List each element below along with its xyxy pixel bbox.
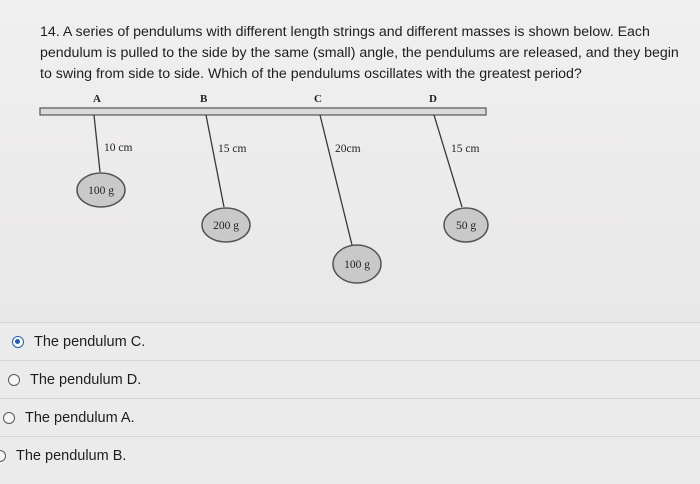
question-text: 14. A series of pendulums with different…: [40, 22, 690, 85]
pendulum-b-length-label: 15 cm: [218, 143, 246, 155]
question-number: 14.: [40, 24, 60, 40]
option-pendulum-c[interactable]: The pendulum C.: [0, 322, 700, 360]
support-bar: [39, 107, 487, 116]
radio-empty-icon[interactable]: [0, 449, 6, 462]
pendulum-b-mass-label: 200 g: [213, 220, 239, 232]
pendulum-c-string: [319, 114, 353, 246]
option-pendulum-d[interactable]: The pendulum D.: [0, 360, 700, 398]
pendulum-a-bob: [76, 172, 126, 208]
pendulum-b: B 15 cm 200 g: [200, 93, 251, 243]
answer-options: The pendulum C. The pendulum D. The pend…: [0, 322, 700, 484]
pendulum-b-letter: B: [200, 93, 208, 105]
pendulum-c-letter: C: [314, 93, 322, 105]
pendulum-a: A 10 cm 100 g: [76, 93, 132, 208]
pendulum-c-mass-label: 100 g: [344, 259, 370, 271]
pendulum-d-bob: [443, 207, 489, 243]
pendulum-c-length-label: 20cm: [335, 143, 361, 155]
radio-empty-icon[interactable]: [8, 373, 20, 386]
pendulum-d: D 15 cm 50 g: [429, 93, 489, 243]
pendulum-d-mass-label: 50 g: [456, 220, 476, 232]
question-panel: 14. A series of pendulums with different…: [0, 0, 700, 322]
pendulum-a-mass-label: 100 g: [88, 185, 114, 197]
pendulum-d-string: [433, 114, 463, 208]
pendulum-c-bob: [332, 244, 382, 284]
question-body: A series of pendulums with different len…: [40, 24, 679, 82]
pendulum-diagram: A 10 cm 100 g B 15 cm 200 g C 20cm 100 g…: [39, 93, 489, 284]
option-label: The pendulum D.: [30, 371, 142, 388]
radio-selected-icon[interactable]: [12, 335, 24, 348]
option-label: The pendulum A.: [25, 409, 135, 426]
option-pendulum-b[interactable]: The pendulum B.: [0, 436, 700, 474]
option-label: The pendulum C.: [34, 333, 146, 350]
radio-empty-icon[interactable]: [3, 411, 15, 424]
pendulum-b-string: [205, 114, 225, 208]
pendulum-a-string: [93, 114, 101, 173]
option-pendulum-a[interactable]: The pendulum A.: [0, 398, 700, 436]
pendulum-a-length-label: 10 cm: [104, 142, 132, 154]
option-label: The pendulum B.: [16, 447, 127, 464]
pendulum-d-letter: D: [429, 93, 437, 105]
pendulum-a-letter: A: [93, 93, 101, 105]
pendulum-c: C 20cm 100 g: [314, 93, 382, 284]
pendulum-d-length-label: 15 cm: [451, 143, 479, 155]
pendulum-b-bob: [201, 207, 251, 243]
